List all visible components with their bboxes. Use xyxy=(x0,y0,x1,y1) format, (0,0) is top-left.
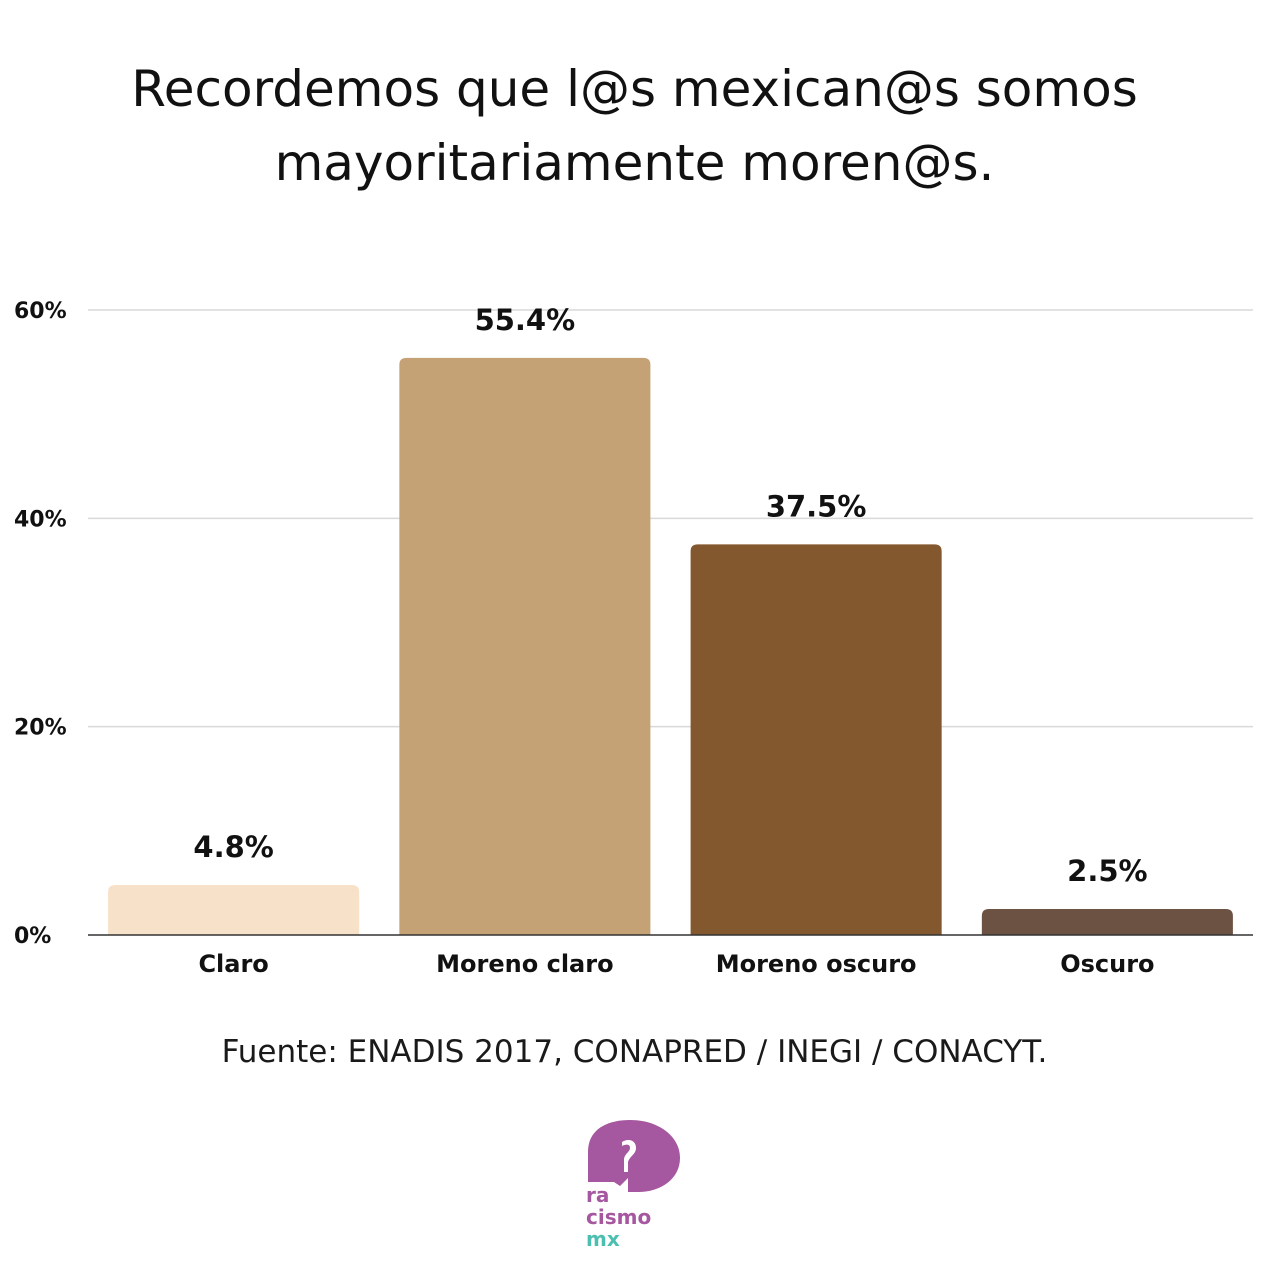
bar-claro xyxy=(108,885,360,935)
bar-oscuro xyxy=(981,908,1233,935)
bar-moreno-oscuro xyxy=(690,544,942,935)
chart-title: Recordemos que l@s mexican@s somos mayor… xyxy=(0,52,1269,200)
logo-wordmark: ra cismo mx xyxy=(586,1184,651,1250)
y-tick-label-40: 40% xyxy=(14,507,67,532)
title-line-1: Recordemos que l@s mexican@s somos xyxy=(131,60,1138,118)
x-tick-label-moreno-claro: Moreno claro xyxy=(436,950,613,978)
racismo-mx-logo: ra cismo mx xyxy=(578,1116,698,1256)
bar-chart: 0% 20% 40% 60% 4.8% Claro 55.4% Moreno claro 37.… xyxy=(0,280,1269,1000)
title-line-2: mayoritariamente moren@s. xyxy=(274,134,995,192)
bar-chart-svg: 0% 20% 40% 60% 4.8% Claro 55.4% Moreno claro 37.… xyxy=(14,299,1253,978)
data-label-moreno-claro: 55.4% xyxy=(475,303,576,337)
y-tick-label-0: 0% xyxy=(14,924,51,949)
x-tick-label-oscuro: Oscuro xyxy=(1060,950,1154,978)
y-tick-label-60: 60% xyxy=(14,299,67,324)
logo-text-ra: ra xyxy=(586,1183,610,1207)
data-label-claro: 4.8% xyxy=(193,830,273,864)
logo-text-mx: mx xyxy=(586,1227,620,1251)
y-tick-label-20: 20% xyxy=(14,716,67,741)
bar-moreno-claro xyxy=(399,357,651,936)
data-label-oscuro: 2.5% xyxy=(1067,854,1147,888)
x-tick-label-moreno-oscuro: Moreno oscuro xyxy=(716,950,917,978)
data-label-moreno-oscuro: 37.5% xyxy=(766,489,867,523)
logo-mark-icon xyxy=(588,1120,680,1192)
logo-text-cismo: cismo xyxy=(586,1205,652,1229)
source-note: Fuente: ENADIS 2017, CONAPRED / INEGI / … xyxy=(221,1034,1048,1070)
x-tick-label-claro: Claro xyxy=(198,950,268,978)
